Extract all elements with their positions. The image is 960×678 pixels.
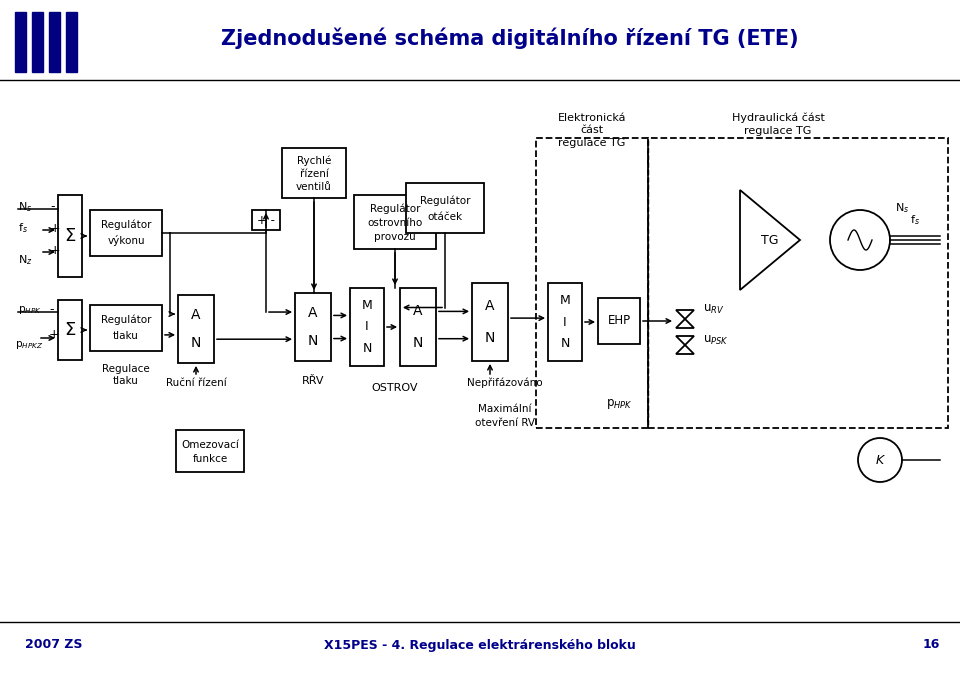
Bar	[295, 293, 331, 361]
Text: Regulátor: Regulátor	[420, 195, 470, 205]
Bar	[406, 183, 484, 233]
Text: Ruční řízení: Ruční řízení	[166, 378, 227, 388]
Text: p$_{HPKZ}$: p$_{HPKZ}$	[15, 339, 43, 351]
Text: M: M	[362, 299, 372, 312]
Text: řízení: řízení	[300, 169, 328, 179]
Text: část: část	[581, 125, 604, 135]
Bar	[90, 305, 162, 351]
Text: N: N	[191, 336, 202, 350]
Bar	[400, 288, 436, 366]
Bar	[32, 12, 43, 72]
Text: K: K	[876, 454, 884, 466]
Text: Regulátor: Regulátor	[101, 220, 152, 231]
Text: TG: TG	[761, 233, 779, 247]
Text: otáček: otáček	[427, 212, 463, 222]
Text: 16: 16	[923, 639, 940, 652]
Bar	[252, 210, 280, 230]
Text: u$_{PSK}$: u$_{PSK}$	[703, 334, 729, 346]
Text: A: A	[413, 304, 422, 319]
Text: Nepřifázováno: Nepřifázováno	[468, 378, 542, 388]
Text: provozu: provozu	[374, 232, 416, 242]
Text: Zjednodušené schéma digitálního řízení TG (ETE): Zjednodušené schéma digitálního řízení T…	[221, 27, 799, 49]
Bar	[354, 195, 436, 249]
Text: N$_s$: N$_s$	[895, 201, 909, 215]
Text: +: +	[49, 329, 60, 342]
Text: + -: + -	[257, 214, 275, 226]
Text: Hydraulická část: Hydraulická část	[732, 113, 825, 123]
Text: Omezovací: Omezovací	[181, 440, 239, 450]
Text: A: A	[191, 308, 201, 323]
Bar	[58, 195, 82, 277]
Text: M: M	[560, 294, 570, 306]
Text: funkce: funkce	[192, 454, 228, 464]
Text: Elektronická: Elektronická	[558, 113, 626, 123]
Text: f$_s$: f$_s$	[18, 221, 28, 235]
Text: Σ: Σ	[64, 227, 76, 245]
Text: I: I	[365, 321, 369, 334]
Bar	[282, 148, 346, 198]
Text: N: N	[308, 334, 318, 348]
Text: Regulace: Regulace	[102, 364, 150, 374]
Bar	[176, 430, 244, 472]
Bar	[58, 300, 82, 360]
Text: EHP: EHP	[608, 315, 631, 327]
Text: ostrovního: ostrovního	[368, 218, 422, 228]
Text: f$_s$: f$_s$	[910, 213, 920, 227]
Text: -: -	[50, 201, 55, 214]
Bar	[536, 138, 648, 428]
Bar	[648, 138, 948, 428]
Text: N: N	[485, 331, 495, 344]
Text: OSTROV: OSTROV	[372, 383, 419, 393]
Bar	[66, 12, 77, 72]
Bar	[15, 12, 26, 72]
Text: N: N	[413, 336, 423, 350]
Text: regulace TG: regulace TG	[559, 138, 626, 148]
Text: Regulátor: Regulátor	[370, 203, 420, 214]
Text: N: N	[362, 342, 372, 355]
Text: N: N	[561, 338, 569, 351]
Text: N$_s$: N$_s$	[18, 200, 33, 214]
Text: RŘV: RŘV	[301, 376, 324, 386]
Text: -: -	[49, 304, 54, 317]
Bar	[548, 283, 582, 361]
Text: 2007 ZS: 2007 ZS	[25, 639, 83, 652]
Text: regulace TG: regulace TG	[744, 126, 812, 136]
Bar	[49, 12, 60, 72]
Bar	[598, 298, 640, 344]
Bar	[90, 210, 162, 256]
Text: tlaku: tlaku	[113, 376, 139, 386]
Text: výkonu: výkonu	[108, 235, 145, 246]
Text: p$_{HPK}$: p$_{HPK}$	[606, 397, 633, 411]
Bar	[178, 295, 214, 363]
Text: N$_z$: N$_z$	[18, 253, 33, 267]
Text: ventilů: ventilů	[296, 182, 332, 192]
Bar	[350, 288, 384, 366]
Bar	[472, 283, 508, 361]
Text: Regulátor: Regulátor	[101, 315, 152, 325]
Text: u$_{RV}$: u$_{RV}$	[703, 302, 725, 315]
Text: p$_{HPK}$: p$_{HPK}$	[18, 304, 42, 316]
Text: Maximální: Maximální	[478, 404, 532, 414]
Text: A: A	[485, 300, 494, 313]
Text: A: A	[308, 306, 318, 321]
Text: I: I	[564, 315, 566, 329]
Text: otevření RV: otevření RV	[475, 418, 535, 428]
Text: Rychlé: Rychlé	[297, 155, 331, 165]
Text: +: +	[50, 243, 60, 256]
Text: tlaku: tlaku	[113, 331, 139, 341]
Text: Σ: Σ	[64, 321, 76, 339]
Text: X15PES - 4. Regulace elektrárenského bloku: X15PES - 4. Regulace elektrárenského blo…	[324, 639, 636, 652]
Text: +: +	[50, 222, 60, 235]
